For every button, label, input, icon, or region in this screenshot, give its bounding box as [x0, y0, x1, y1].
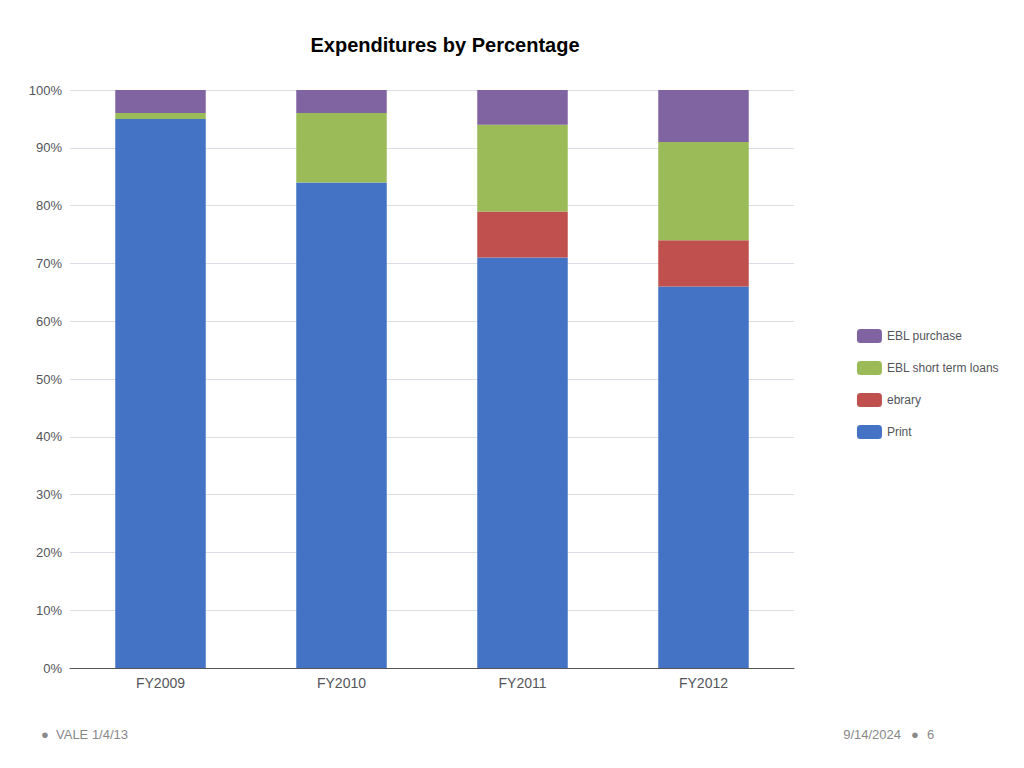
- svg-text:70%: 70%: [36, 256, 62, 271]
- svg-text:90%: 90%: [36, 140, 62, 155]
- svg-text:ebrary: ebrary: [887, 393, 921, 407]
- svg-text:●: ●: [41, 727, 49, 742]
- svg-text:80%: 80%: [36, 198, 62, 213]
- svg-text:60%: 60%: [36, 314, 62, 329]
- svg-text:30%: 30%: [36, 487, 62, 502]
- svg-text:Print: Print: [887, 425, 912, 439]
- svg-text:EBL purchase: EBL purchase: [887, 329, 962, 343]
- svg-text:FY2012: FY2012: [679, 675, 728, 691]
- svg-text:0%: 0%: [43, 661, 62, 676]
- svg-text:9/14/2024: 9/14/2024: [843, 727, 901, 742]
- svg-text:VALE 1/4/13: VALE 1/4/13: [56, 727, 128, 742]
- svg-text:100%: 100%: [29, 83, 63, 98]
- svg-text:40%: 40%: [36, 429, 62, 444]
- svg-text:6: 6: [927, 727, 934, 742]
- svg-text:EBL short term loans: EBL short term loans: [887, 361, 999, 375]
- svg-text:Expenditures by Percentage: Expenditures by Percentage: [311, 34, 580, 56]
- svg-text:10%: 10%: [36, 603, 62, 618]
- svg-text:●: ●: [911, 727, 919, 742]
- svg-text:FY2009: FY2009: [136, 675, 185, 691]
- svg-text:20%: 20%: [36, 545, 62, 560]
- svg-text:50%: 50%: [36, 372, 62, 387]
- svg-text:FY2011: FY2011: [499, 675, 547, 691]
- svg-text:FY2010: FY2010: [317, 675, 366, 691]
